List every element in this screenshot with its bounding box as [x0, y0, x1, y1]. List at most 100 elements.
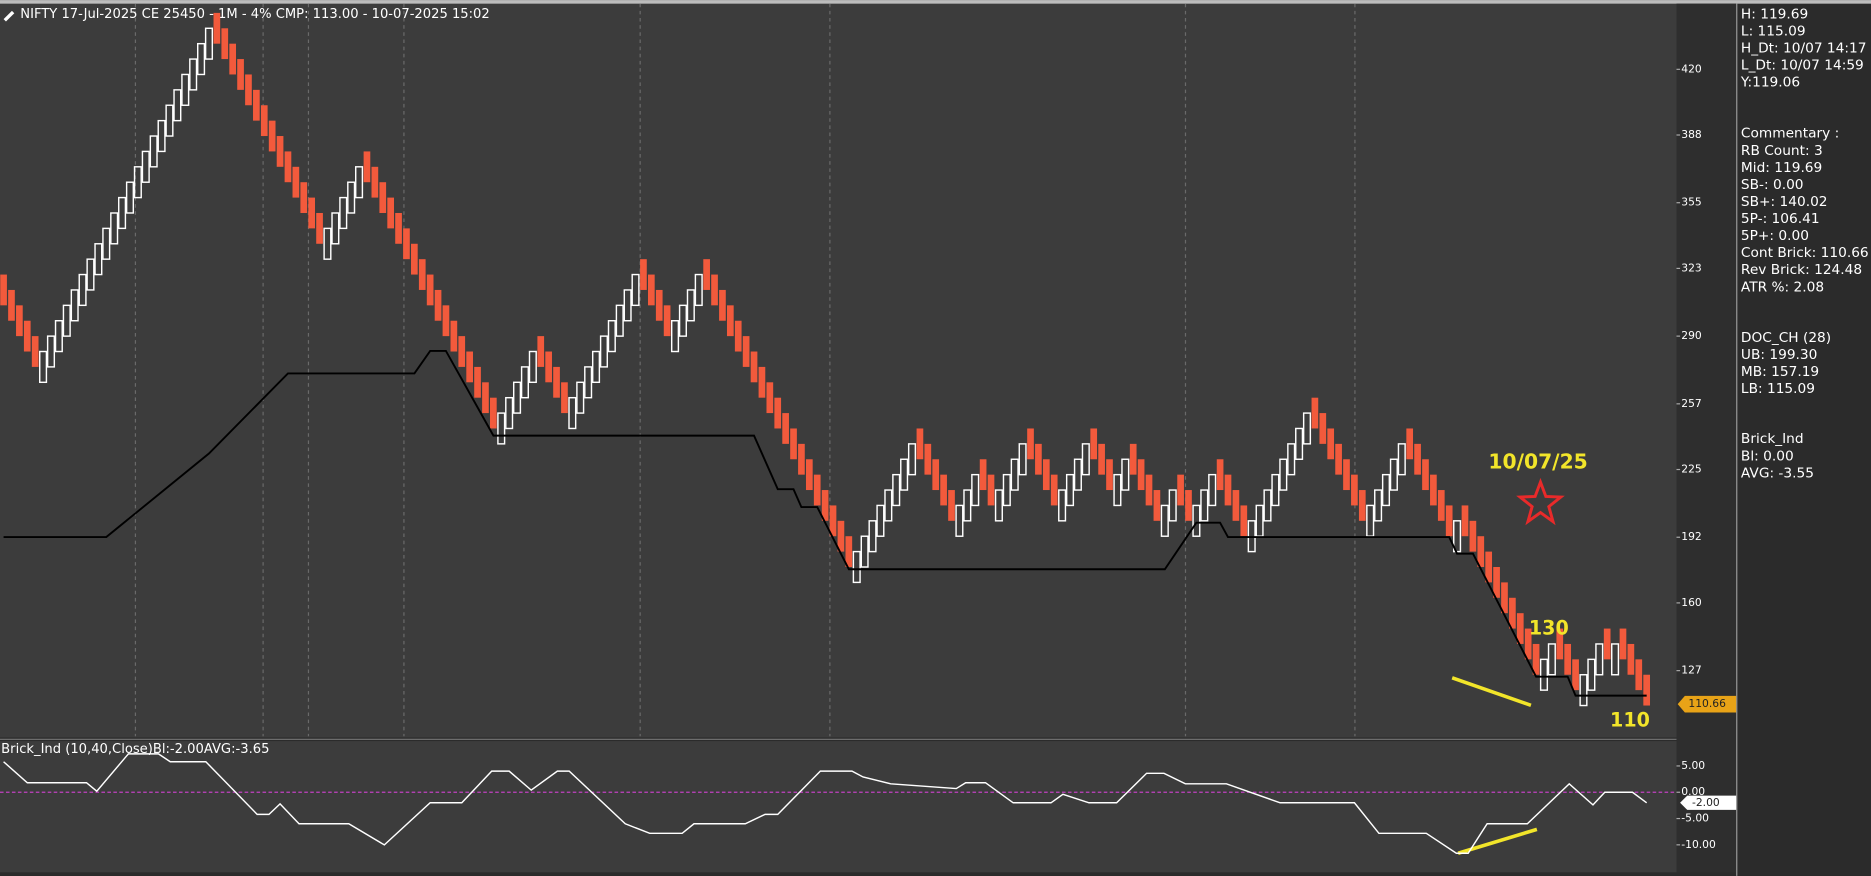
- down-brick: [805, 459, 813, 491]
- down-brick: [1445, 505, 1453, 537]
- up-brick: [528, 350, 537, 384]
- up-brick: [197, 42, 206, 76]
- down-brick: [213, 12, 221, 44]
- up-brick: [110, 212, 119, 245]
- up-brick: [994, 489, 1003, 522]
- annotation: 110: [1610, 708, 1650, 731]
- down-brick: [1106, 459, 1113, 491]
- up-brick: [852, 550, 861, 584]
- down-brick: [1572, 659, 1579, 691]
- down-brick: [363, 151, 371, 183]
- down-brick: [260, 105, 268, 137]
- indicator-title: Brick_Ind (10,40,Close)Bl:-2.00AVG:-3.65: [1, 742, 269, 757]
- up-brick: [347, 181, 356, 214]
- up-brick: [165, 104, 174, 137]
- down-brick: [1532, 643, 1540, 675]
- up-brick: [955, 504, 964, 537]
- down-brick: [1153, 490, 1161, 521]
- up-brick: [1547, 643, 1556, 676]
- down-brick: [1619, 628, 1627, 660]
- down-brick: [1311, 397, 1319, 429]
- y-tick-label: 420: [1681, 62, 1702, 75]
- down-brick: [482, 382, 489, 414]
- up-brick: [1381, 473, 1391, 507]
- info-line: Commentary :: [1741, 126, 1839, 142]
- info-line: SB-: 0.00: [1741, 177, 1804, 193]
- down-brick: [1343, 459, 1350, 491]
- down-brick: [1477, 536, 1485, 568]
- last-price-tag: [1677, 695, 1737, 713]
- info-line: Mid: 119.69: [1741, 160, 1822, 176]
- info-line: LB: 115.09: [1741, 381, 1815, 397]
- up-brick: [1002, 473, 1011, 507]
- up-brick: [354, 166, 364, 199]
- up-brick: [1192, 504, 1201, 537]
- down-brick: [466, 351, 473, 383]
- pencil-icon: [3, 10, 15, 22]
- info-line: L: 115.09: [1741, 23, 1806, 39]
- down-brick: [766, 382, 774, 414]
- down-brick: [1027, 428, 1034, 460]
- up-brick: [591, 350, 601, 384]
- down-brick: [1414, 443, 1421, 475]
- up-brick: [86, 258, 95, 291]
- y-tick-label: 225: [1681, 463, 1701, 476]
- down-brick: [268, 120, 276, 152]
- down-brick: [774, 397, 782, 429]
- down-brick: [276, 136, 284, 167]
- up-brick: [1073, 458, 1082, 491]
- down-brick: [434, 289, 442, 321]
- down-brick: [1524, 628, 1532, 660]
- down-brick: [1145, 474, 1153, 506]
- down-brick: [300, 182, 308, 213]
- down-brick: [750, 351, 758, 383]
- down-brick: [1090, 428, 1098, 460]
- down-brick: [1469, 520, 1477, 552]
- up-brick: [1302, 412, 1312, 445]
- down-brick: [726, 305, 734, 337]
- down-brick: [23, 320, 31, 352]
- star-marker: [1516, 477, 1565, 526]
- down-brick: [1437, 490, 1445, 521]
- up-brick: [1208, 473, 1217, 507]
- down-brick: [292, 166, 300, 198]
- down-brick: [474, 366, 481, 398]
- up-brick: [568, 396, 577, 430]
- down-brick: [1224, 474, 1232, 506]
- down-brick: [1493, 567, 1500, 598]
- down-brick: [734, 320, 742, 352]
- main-plot: [0, 0, 1677, 738]
- down-brick: [450, 320, 458, 352]
- up-brick: [599, 335, 608, 368]
- up-brick: [1081, 443, 1090, 476]
- down-brick: [537, 336, 545, 367]
- down-brick: [316, 212, 323, 244]
- y-tick-label: 0.00: [1681, 785, 1705, 798]
- line: [3, 753, 1648, 854]
- up-brick: [892, 473, 901, 507]
- down-brick: [1406, 428, 1414, 460]
- up-brick: [78, 273, 87, 307]
- info-line: RB Count: 3: [1741, 143, 1823, 159]
- up-brick: [678, 304, 687, 337]
- down-brick: [813, 474, 821, 506]
- info-line: ATR %: 2.08: [1741, 279, 1824, 295]
- up-brick: [1287, 443, 1296, 476]
- down-brick: [940, 474, 947, 506]
- down-brick: [553, 366, 560, 398]
- up-brick: [189, 58, 198, 91]
- down-brick: [719, 289, 726, 321]
- down-brick: [1216, 459, 1224, 491]
- annotation: 10/07/25: [1488, 450, 1587, 474]
- up-brick: [497, 412, 506, 445]
- down-brick: [758, 366, 766, 398]
- down-brick: [1627, 643, 1635, 675]
- up-brick: [1611, 643, 1620, 676]
- last-price-label: 110.66: [1688, 697, 1726, 710]
- down-brick: [31, 336, 39, 367]
- down-brick: [916, 428, 924, 460]
- down-brick: [742, 336, 750, 367]
- info-line: Cont Brick: 110.66: [1741, 245, 1869, 261]
- up-brick: [1010, 458, 1019, 491]
